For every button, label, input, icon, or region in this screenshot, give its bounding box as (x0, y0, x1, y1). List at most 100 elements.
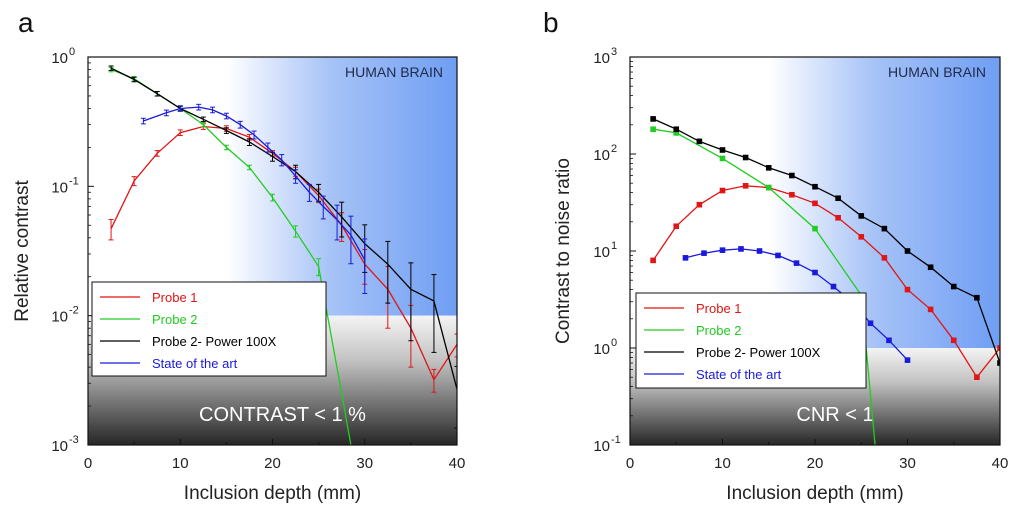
x-tick-label: 10 (172, 455, 189, 472)
data-point (742, 154, 749, 161)
region-label: HUMAN BRAIN (888, 64, 986, 80)
data-point (789, 191, 795, 198)
data-point (904, 357, 911, 363)
legend-label: Probe 2 (152, 312, 198, 327)
data-point (812, 183, 818, 190)
y-tick-label: 10 (593, 244, 610, 261)
x-tick-label: 10 (714, 455, 731, 472)
y-tick-label: 10 (593, 341, 610, 358)
data-point (867, 320, 874, 327)
x-tick-label: 40 (449, 455, 466, 472)
data-point (719, 147, 726, 153)
series-line (110, 67, 457, 390)
data-point (650, 116, 656, 122)
data-point (858, 234, 865, 240)
legend-label: Probe 2 (696, 323, 742, 338)
x-tick-label: 40 (992, 455, 1009, 472)
y-tick-exponent: -1 (611, 434, 621, 446)
y-tick-label: 10 (51, 438, 68, 455)
data-point (775, 252, 781, 259)
data-point (696, 138, 703, 145)
threshold-label: CONTRAST < 1 % (199, 404, 366, 426)
series-line (143, 106, 366, 261)
y-tick-label: 10 (593, 50, 610, 67)
legend-label: State of the art (152, 356, 238, 371)
data-point (650, 126, 656, 133)
data-point (719, 155, 726, 162)
y-tick-label: 10 (593, 147, 610, 164)
y-tick-exponent: 2 (611, 143, 617, 155)
x-tick-label: 20 (807, 455, 824, 472)
panel-letter: b (543, 7, 559, 38)
data-point (858, 213, 865, 219)
data-point (765, 165, 772, 171)
data-point (974, 294, 980, 301)
data-point (812, 200, 818, 207)
y-tick-exponent: -2 (69, 305, 79, 317)
data-point (886, 337, 892, 344)
data-point (812, 269, 818, 276)
legend-label: Probe 1 (696, 301, 742, 316)
legend-box (91, 281, 327, 377)
data-point (830, 283, 837, 290)
legend: Probe 1 Probe 2 Probe 2- Power 100X State o… (635, 292, 867, 389)
y-tick-label: 10 (51, 309, 68, 326)
x-tick-label: 20 (264, 455, 281, 472)
data-point (950, 337, 957, 344)
y-tick-exponent: 0 (611, 337, 617, 349)
data-point (904, 248, 911, 254)
legend-label: Probe 2- Power 100X (152, 334, 277, 349)
data-point (673, 130, 680, 136)
y-tick-label: 10 (593, 438, 610, 455)
x-axis-title: Inclusion depth (mm) (184, 483, 361, 504)
human-brain-region (226, 57, 457, 316)
data-point (881, 225, 888, 232)
data-point (904, 286, 911, 293)
x-tick-label: 0 (626, 455, 634, 472)
data-point (927, 264, 934, 271)
y-tick-exponent: 1 (611, 240, 617, 252)
x-tick-label: 0 (84, 455, 92, 472)
data-point (719, 247, 726, 253)
data-point (927, 306, 934, 313)
legend-label: State of the art (696, 367, 782, 382)
data-point (997, 345, 1000, 351)
legend-box (635, 292, 867, 389)
data-point (789, 172, 795, 179)
data-point (701, 250, 707, 256)
data-point (673, 126, 680, 133)
y-tick-label: 10 (51, 179, 68, 196)
data-point (742, 183, 749, 189)
x-axis-title: Inclusion depth (mm) (726, 483, 903, 504)
series-state-of-the-art (140, 103, 368, 294)
data-point (696, 201, 703, 208)
panel-letter: a (18, 7, 34, 38)
legend-label: Probe 1 (152, 290, 198, 305)
y-tick-exponent: 0 (69, 46, 75, 58)
data-point (682, 255, 689, 261)
data-point (881, 255, 888, 261)
data-point (997, 360, 1000, 366)
series-line (652, 118, 1000, 364)
legend-label: Probe 2- Power 100X (696, 345, 821, 360)
y-axis-title: Relative contrast (12, 180, 33, 322)
data-point (974, 374, 980, 380)
data-point (756, 248, 763, 254)
data-point (835, 214, 841, 221)
data-point (719, 187, 726, 194)
series-probe-2-power-100x (650, 116, 1000, 366)
data-point (765, 184, 772, 191)
y-tick-exponent: -1 (69, 175, 79, 187)
threshold-label: CNR < 1 (796, 404, 873, 426)
data-point (950, 283, 957, 290)
data-point (738, 246, 744, 252)
y-tick-exponent: -3 (69, 434, 79, 446)
y-tick-label: 10 (51, 50, 68, 67)
series-probe-1 (650, 183, 1000, 380)
series-probe-2-power-100x (108, 65, 457, 429)
data-point (650, 257, 656, 264)
x-tick-label: 30 (899, 455, 916, 472)
